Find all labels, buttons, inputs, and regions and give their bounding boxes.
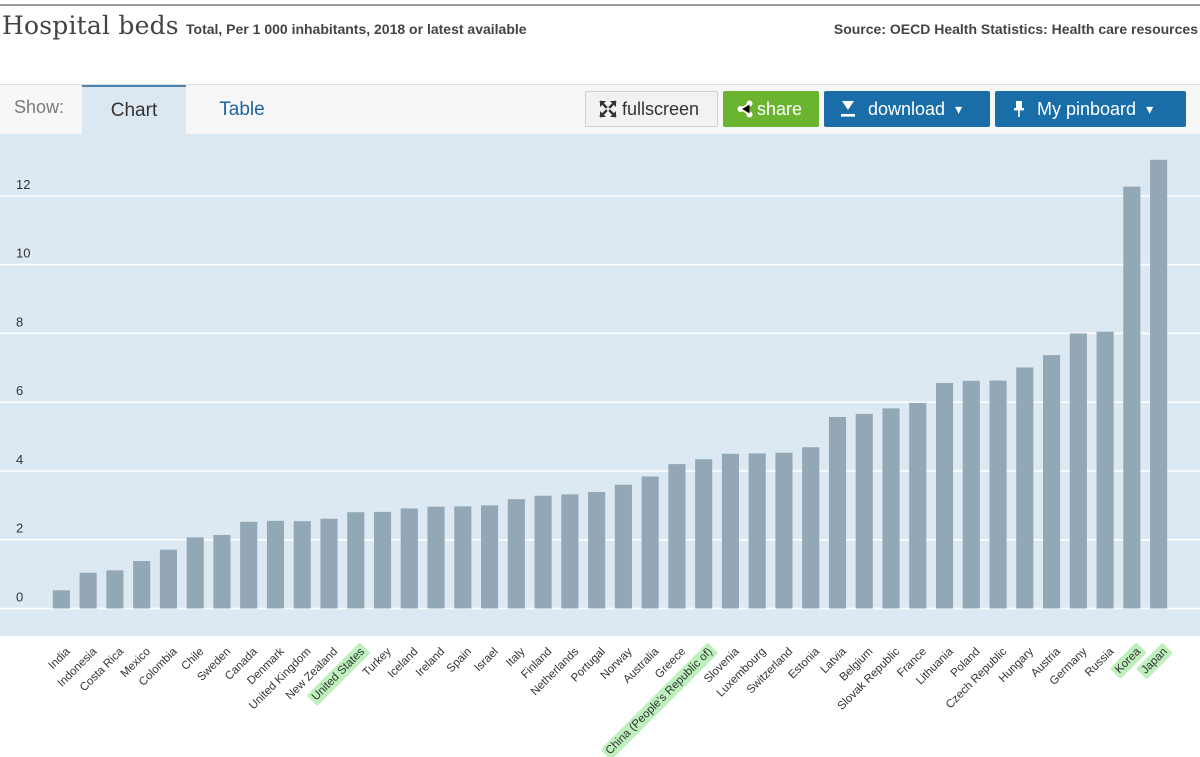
share-icon xyxy=(737,100,753,118)
x-tick-label-group: Estonia xyxy=(786,645,822,681)
y-tick-label: 4 xyxy=(16,452,23,467)
bar-new-zealand[interactable] xyxy=(320,518,338,609)
bar-slovenia[interactable] xyxy=(721,453,739,609)
chevron-down-icon: ▾ xyxy=(1146,100,1154,117)
x-tick-label: Ireland xyxy=(414,646,447,679)
bar-finland[interactable] xyxy=(534,495,552,609)
bar-ireland[interactable] xyxy=(427,506,445,609)
bar-czech-republic[interactable] xyxy=(989,380,1007,609)
share-button[interactable]: share xyxy=(723,91,819,127)
bar-sweden[interactable] xyxy=(213,534,231,609)
x-tick-label: Russia xyxy=(1083,645,1117,679)
fullscreen-button[interactable]: fullscreen xyxy=(585,91,718,127)
pinboard-label: My pinboard xyxy=(1037,98,1137,119)
bar-hungary[interactable] xyxy=(1016,367,1034,609)
top-divider xyxy=(0,4,1200,6)
highlight-marker xyxy=(307,643,370,706)
bar-iceland[interactable] xyxy=(400,508,418,609)
bar-france[interactable] xyxy=(909,402,927,609)
bar-spain[interactable] xyxy=(454,506,472,609)
bar-canada[interactable] xyxy=(240,521,258,609)
highlight-marker xyxy=(1110,642,1146,679)
bar-portugal[interactable] xyxy=(588,491,606,609)
y-tick-label: 10 xyxy=(16,246,30,261)
x-tick-label-group: Italy xyxy=(504,646,528,670)
y-tick-label: 2 xyxy=(16,521,23,536)
pin-icon xyxy=(1013,100,1025,118)
y-tick-label: 6 xyxy=(16,383,23,398)
tab-table[interactable]: Table xyxy=(219,99,265,120)
download-button[interactable]: download ▾ xyxy=(824,91,990,127)
download-label: download xyxy=(868,98,946,119)
y-tick-label: 8 xyxy=(16,314,23,329)
x-tick-label-group: Russia xyxy=(1083,645,1117,679)
bar-china-people-s-republic-of[interactable] xyxy=(695,459,713,609)
fullscreen-label: fullscreen xyxy=(622,98,700,119)
bar-denmark[interactable] xyxy=(266,520,285,609)
bar-israel[interactable] xyxy=(481,505,499,609)
bar-united-kingdom[interactable] xyxy=(293,521,311,609)
chevron-down-icon: ▾ xyxy=(955,100,963,117)
bar-lithuania[interactable] xyxy=(935,382,954,609)
bar-turkey[interactable] xyxy=(373,511,392,609)
x-tick-label: Spain xyxy=(445,646,474,675)
share-label: share xyxy=(757,98,803,119)
x-tick-label-group: Ireland xyxy=(414,646,447,679)
bar-italy[interactable] xyxy=(507,499,525,609)
bar-australia[interactable] xyxy=(641,476,659,609)
show-label: Show: xyxy=(14,97,65,117)
bar-japan[interactable] xyxy=(1150,159,1168,609)
page-title: Hospital beds xyxy=(2,11,179,40)
highlight-marker xyxy=(1136,643,1173,679)
bar-costa-rica[interactable] xyxy=(106,570,124,609)
x-tick-label: Estonia xyxy=(786,645,822,681)
x-tick-label: Italy xyxy=(504,646,528,670)
bar-korea[interactable] xyxy=(1123,186,1141,609)
x-tick-label: Israel xyxy=(472,646,500,674)
bar-slovak-republic[interactable] xyxy=(882,408,900,609)
source-note: Source: OECD Health Statistics: Health c… xyxy=(833,21,1198,37)
x-tick-label-group: Spain xyxy=(445,646,474,675)
bar-mexico[interactable] xyxy=(133,561,151,609)
expand-icon xyxy=(598,99,618,119)
page-subtitle: Total, Per 1 000 inhabitants, 2018 or la… xyxy=(186,21,527,37)
y-tick-label: 12 xyxy=(16,177,30,192)
bar-united-states[interactable] xyxy=(347,512,365,609)
toolbar: Show: Chart Table fullscreen share downl… xyxy=(0,84,1200,135)
bar-luxembourg[interactable] xyxy=(748,453,766,609)
bar-greece[interactable] xyxy=(668,464,686,609)
bar-estonia[interactable] xyxy=(802,447,820,609)
bar-india[interactable] xyxy=(52,590,70,609)
x-tick-label-group: Iceland xyxy=(386,646,421,681)
bar-norway[interactable] xyxy=(614,484,632,609)
y-tick-label: 0 xyxy=(16,589,23,604)
bar-austria[interactable] xyxy=(1043,355,1061,609)
bar-russia[interactable] xyxy=(1096,331,1114,609)
bar-switzerland[interactable] xyxy=(775,452,793,609)
highlight-marker xyxy=(601,643,718,757)
download-icon xyxy=(840,100,856,118)
pinboard-button[interactable]: My pinboard ▾ xyxy=(995,91,1186,127)
bar-germany[interactable] xyxy=(1069,333,1087,609)
bar-indonesia[interactable] xyxy=(79,572,97,609)
bar-chile[interactable] xyxy=(186,537,204,609)
bar-poland[interactable] xyxy=(962,380,980,609)
x-tick-label: Iceland xyxy=(386,646,421,681)
x-tick-label-group: Israel xyxy=(472,646,500,674)
bar-latvia[interactable] xyxy=(828,416,847,609)
bar-netherlands[interactable] xyxy=(561,494,579,609)
bar-colombia[interactable] xyxy=(159,549,177,609)
tab-chart[interactable]: Chart xyxy=(82,85,186,135)
bar-belgium[interactable] xyxy=(855,413,873,609)
